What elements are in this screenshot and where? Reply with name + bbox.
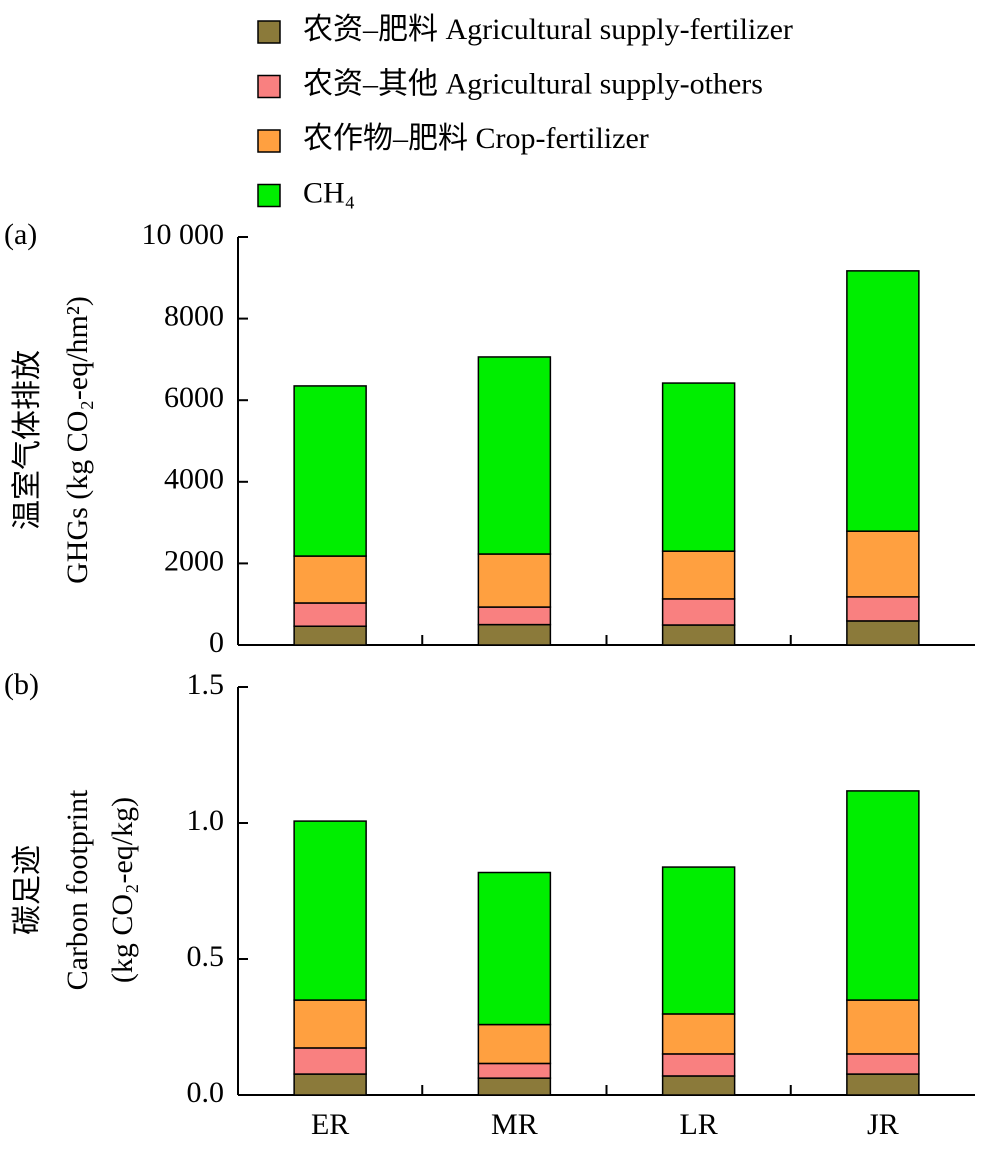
y-axis-label: GHGs (kg CO₂-eq/hm²) (61, 296, 94, 584)
legend-swatch (257, 20, 281, 44)
x-tick-label: ER (311, 1108, 349, 1141)
panel-label: (b) (4, 668, 39, 701)
x-tick-label: JR (867, 1108, 899, 1141)
y-axis-label: (kg CO₂-eq/kg) (106, 797, 139, 983)
bar-segment (293, 555, 367, 604)
bar-segment (661, 550, 736, 600)
y-tick-label: 0.5 (187, 940, 225, 973)
y-tick-label: 10 000 (142, 218, 225, 251)
x-tick-label: MR (491, 1108, 538, 1141)
bar-segment (846, 790, 920, 1001)
bar-segment (477, 1062, 552, 1079)
bar-segment (293, 999, 367, 1049)
y-tick-label: 4000 (164, 463, 224, 496)
x-tick-label: LR (679, 1108, 717, 1141)
bar-segment (846, 270, 920, 532)
bar-segment (661, 598, 736, 626)
bar-segment (846, 1053, 920, 1075)
bar-segment (846, 999, 920, 1055)
bar-segment (846, 1073, 920, 1096)
bar-segment (293, 625, 367, 646)
y-tick-label: 8000 (164, 299, 224, 332)
bar-segment (477, 1023, 552, 1065)
legend-label: CH₄ (303, 176, 355, 209)
y-tick-label: 0.0 (187, 1076, 225, 1109)
y-tick-label: 2000 (164, 544, 224, 577)
bar-segment (477, 871, 552, 1026)
legend-swatch (257, 129, 281, 153)
bar-segment (293, 820, 367, 1001)
bar-segment (477, 553, 552, 608)
bar-segment (661, 382, 736, 552)
y-axis-label: Carbon footprint (61, 789, 94, 990)
y-tick-label: 6000 (164, 381, 224, 414)
y-tick-label: 0 (209, 626, 224, 659)
bar-segment (661, 624, 736, 646)
legend-swatch (257, 74, 281, 99)
y-tick-label: 1.5 (187, 668, 225, 701)
legend-label: 农资–其他 Agricultural supply-others (303, 67, 763, 100)
bar-segment (477, 1077, 552, 1096)
bar-segment (477, 623, 552, 646)
bar-segment (661, 1013, 736, 1055)
bar-segment (293, 1047, 367, 1075)
bar-segment (661, 1075, 736, 1096)
bar-segment (293, 385, 367, 557)
legend-label: 农资–肥料 Agricultural supply-fertilizer (303, 13, 793, 46)
bar-segment (661, 1053, 736, 1077)
y-axis-label: 碳足迹 (11, 845, 44, 935)
bar-segment (293, 1073, 367, 1096)
bar-segment (477, 356, 552, 555)
bar-segment (846, 530, 920, 598)
bar-segment (477, 606, 552, 626)
legend-label: 农作物–肥料 Crop-fertilizer (303, 122, 649, 155)
y-axis-label: 温室气体排放 (11, 350, 44, 530)
y-tick-label: 1.0 (187, 804, 225, 837)
legend-swatch (257, 183, 281, 208)
bar-segment (293, 602, 367, 627)
bar-segment (661, 866, 736, 1015)
bar-segment (846, 596, 920, 622)
panel-label: (a) (4, 218, 37, 251)
bar-segment (846, 620, 920, 646)
